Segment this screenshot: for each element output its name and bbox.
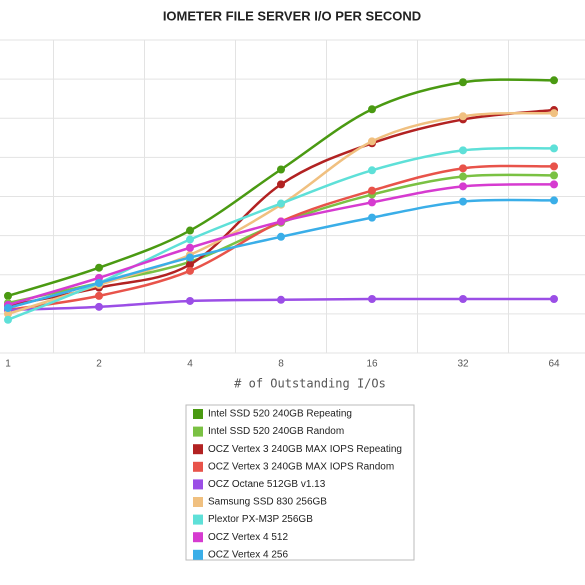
point — [277, 295, 285, 304]
point — [95, 278, 103, 287]
x-tick-label: 64 — [548, 359, 560, 370]
point — [459, 295, 467, 304]
legend-label: OCZ Octane 512GB v1.13 — [208, 479, 326, 490]
point — [368, 137, 376, 146]
point — [95, 291, 103, 300]
legend-swatch — [193, 409, 203, 419]
point — [459, 164, 467, 173]
point — [368, 295, 376, 304]
point — [186, 243, 194, 252]
legend-label: OCZ Vertex 3 240GB MAX IOPS Random — [208, 461, 394, 472]
legend-swatch — [193, 426, 203, 437]
legend-label: OCZ Vertex 3 240GB MAX IOPS Repeating — [208, 444, 402, 455]
point — [550, 171, 558, 180]
point — [459, 146, 467, 155]
point — [277, 199, 285, 208]
series-line — [7, 198, 555, 310]
point — [368, 105, 376, 114]
legend-label: Intel SSD 520 240GB Repeating — [208, 409, 352, 420]
legend-label: OCZ Vertex 4 512 — [208, 532, 288, 543]
point — [368, 198, 376, 207]
point — [459, 112, 467, 121]
legend-box — [185, 404, 415, 561]
legend-swatch — [193, 514, 203, 525]
point — [550, 295, 558, 304]
point — [277, 232, 285, 241]
point — [4, 291, 12, 300]
legend-swatch — [193, 549, 203, 560]
point — [4, 315, 12, 324]
legend-swatch — [193, 479, 203, 490]
x-tick-label: 16 — [366, 359, 378, 370]
legend-swatch — [193, 444, 203, 455]
point — [186, 253, 194, 262]
point — [186, 260, 194, 269]
point — [186, 235, 194, 244]
point — [368, 213, 376, 222]
x-tick-label: 4 — [187, 359, 193, 370]
point — [368, 166, 376, 175]
point — [277, 180, 285, 189]
legend-swatch — [193, 532, 203, 543]
point — [459, 197, 467, 206]
legend-label: OCZ Vertex 4 256 — [208, 549, 288, 560]
point — [550, 76, 558, 85]
legend-swatch — [193, 461, 203, 472]
point — [186, 266, 194, 275]
point — [186, 226, 194, 235]
point — [550, 109, 558, 118]
x-tick-label: 8 — [278, 359, 284, 370]
x-axis-label: # of Outstanding I/Os — [234, 377, 386, 391]
point — [459, 78, 467, 87]
chart-title: IOMETER FILE SERVER I/O PER SECOND — [163, 8, 421, 23]
legend-label: Samsung SSD 830 256GB — [208, 497, 327, 508]
point — [277, 165, 285, 174]
x-tick-label: 2 — [96, 359, 102, 370]
point — [550, 196, 558, 205]
legend-label: Intel SSD 520 240GB Random — [208, 426, 344, 437]
point — [368, 186, 376, 195]
point — [550, 144, 558, 153]
point — [550, 162, 558, 171]
point — [459, 172, 467, 181]
point — [95, 263, 103, 272]
point — [277, 217, 285, 226]
point — [550, 180, 558, 189]
point — [459, 182, 467, 191]
legend-swatch — [193, 497, 203, 507]
point — [4, 309, 12, 318]
point — [95, 302, 103, 311]
point — [186, 296, 194, 305]
x-tick-label: 32 — [457, 359, 469, 370]
x-tick-label: 1 — [5, 359, 11, 370]
legend-label: Plextor PX-M3P 256GB — [208, 514, 313, 525]
point — [4, 304, 12, 313]
